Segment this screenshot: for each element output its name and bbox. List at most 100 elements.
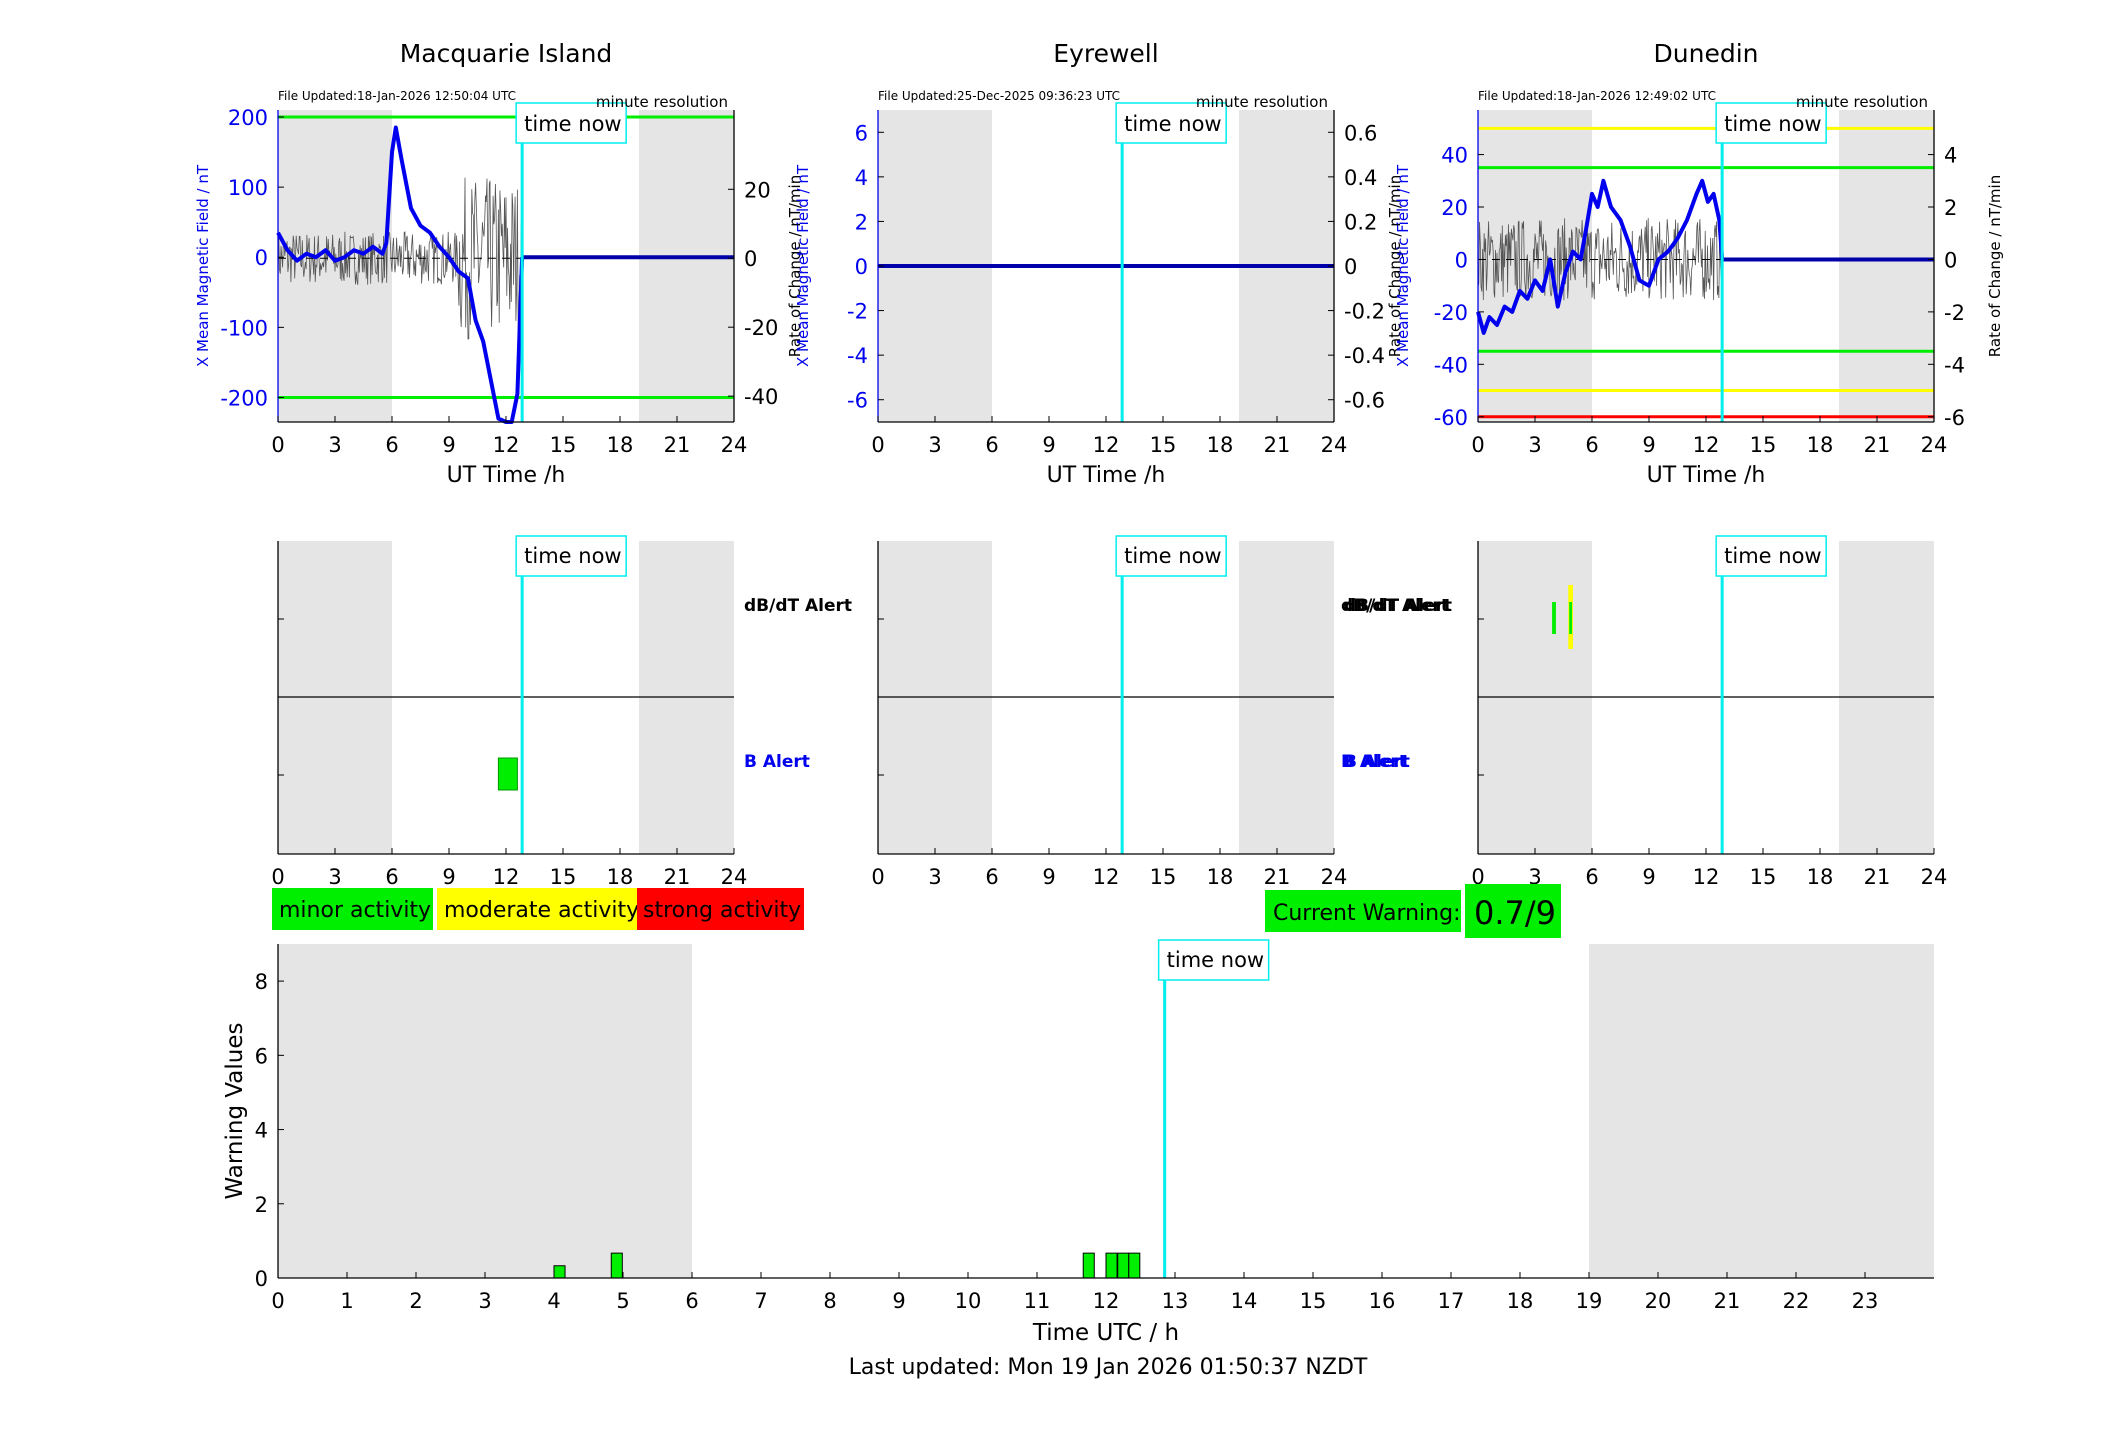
left-axis-label: X Mean Magnetic Field / nT bbox=[1394, 164, 1412, 367]
x-tick-label: 12 bbox=[1093, 1289, 1120, 1313]
dbdt-alert-bar bbox=[1569, 602, 1573, 634]
current-warning-value: 0.7/9 bbox=[1474, 894, 1556, 932]
right-axis-label: Rate of Change / nT/min bbox=[1986, 175, 2004, 357]
x-tick-label: 21 bbox=[1714, 1289, 1741, 1313]
left-axis-label: X Mean Magnetic Field / nT bbox=[794, 164, 812, 367]
x-tick-label: 19 bbox=[1576, 1289, 1603, 1313]
field-series-line bbox=[276, 125, 525, 424]
bottom-tick-label: 18 bbox=[1807, 433, 1834, 457]
footer-last-updated: Last updated: Mon 19 Jan 2026 01:50:37 N… bbox=[849, 1355, 1368, 1380]
file-updated-text: File Updated:25-Dec-2025 09:36:23 UTC bbox=[878, 89, 1120, 103]
time-now-label: time now bbox=[1124, 544, 1221, 568]
bottom-tick-label: 15 bbox=[1750, 865, 1777, 889]
bottom-tick-label: 6 bbox=[1585, 433, 1598, 457]
x-tick-label: 1 bbox=[340, 1289, 353, 1313]
rate-of-change-trace bbox=[277, 177, 523, 340]
bottom-tick-label: 0 bbox=[871, 433, 884, 457]
right-tick-label: 0 bbox=[1344, 255, 1357, 279]
bottom-tick-label: 24 bbox=[1921, 433, 1948, 457]
x-tick-label: 9 bbox=[892, 1289, 905, 1313]
right-tick-label: -0.4 bbox=[1344, 344, 1385, 368]
y-tick-label: 8 bbox=[255, 970, 268, 994]
right-tick-label: -20 bbox=[744, 316, 778, 340]
bottom-tick-label: 9 bbox=[442, 865, 455, 889]
b-alert-label: B Alert bbox=[1344, 752, 1410, 772]
x-axis-label: UT Time /h bbox=[447, 463, 566, 488]
left-tick-label: -200 bbox=[220, 386, 268, 410]
y-tick-label: 0 bbox=[255, 1267, 268, 1291]
alert-panel-0: time now 0 3 6 9 12 15 18 21 24 dB/dT Alert B Alert bbox=[271, 535, 852, 889]
right-axis-label: Rate of Change / nT/min bbox=[786, 175, 804, 357]
resolution-text: minute resolution bbox=[1196, 93, 1328, 111]
x-tick-label: 23 bbox=[1852, 1289, 1879, 1313]
night-shading bbox=[639, 110, 734, 422]
left-tick-label: 6 bbox=[855, 121, 868, 145]
activity-legend: minor activity moderate activity strong … bbox=[272, 888, 804, 930]
bottom-tick-label: 24 bbox=[1321, 865, 1348, 889]
time-now-label: time now bbox=[524, 544, 621, 568]
left-tick-label: -40 bbox=[1434, 353, 1468, 377]
legend-strong-label: strong activity bbox=[643, 898, 801, 923]
bottom-tick-label: 12 bbox=[1693, 433, 1720, 457]
bottom-tick-label: 12 bbox=[493, 433, 520, 457]
time-now-box bbox=[1157, 939, 1270, 981]
bottom-tick-label: 12 bbox=[1093, 865, 1120, 889]
y-tick-label: 2 bbox=[255, 1193, 268, 1217]
left-tick-label: -100 bbox=[220, 316, 268, 340]
bottom-tick-label: 3 bbox=[1528, 433, 1541, 457]
panel-title: Macquarie Island bbox=[400, 39, 613, 68]
current-warning-value-box bbox=[1465, 884, 1561, 938]
time-now-box bbox=[1715, 535, 1827, 577]
magnetometer-panel-1: time now-6-4-20246-0.6-0.4-0.200.20.40.6… bbox=[794, 39, 1404, 488]
x-tick-label: 22 bbox=[1783, 1289, 1810, 1313]
right-tick-label: 4 bbox=[1944, 144, 1957, 168]
x-tick-label: 13 bbox=[1162, 1289, 1189, 1313]
bottom-tick-label: 15 bbox=[1150, 865, 1177, 889]
right-tick-label: 0.4 bbox=[1344, 166, 1377, 190]
bottom-tick-label: 15 bbox=[550, 433, 577, 457]
x-tick-label: 4 bbox=[547, 1289, 560, 1313]
right-tick-label: 0 bbox=[1944, 248, 1957, 272]
x-axis-label: UT Time /h bbox=[1047, 463, 1166, 488]
x-tick-label: 2 bbox=[409, 1289, 422, 1313]
x-tick-label: 5 bbox=[616, 1289, 629, 1313]
warning-bar bbox=[610, 1252, 623, 1279]
warning-bar bbox=[1117, 1252, 1130, 1279]
left-tick-label: -20 bbox=[1434, 301, 1468, 325]
legend-minor-swatch bbox=[272, 888, 433, 930]
left-axis-label: X Mean Magnetic Field / nT bbox=[194, 164, 212, 367]
bottom-tick-label: 24 bbox=[721, 433, 748, 457]
x-tick-label: 16 bbox=[1369, 1289, 1396, 1313]
bottom-tick-label: 3 bbox=[928, 433, 941, 457]
legend-minor-label: minor activity bbox=[279, 898, 431, 923]
left-tick-label: -60 bbox=[1434, 406, 1468, 430]
bottom-tick-label: 24 bbox=[1321, 433, 1348, 457]
night-shading bbox=[1839, 110, 1934, 422]
bottom-tick-label: 9 bbox=[1642, 433, 1655, 457]
left-tick-label: 0 bbox=[255, 246, 268, 270]
time-now-label: time now bbox=[1124, 112, 1221, 136]
bottom-tick-label: 12 bbox=[1093, 433, 1120, 457]
bottom-tick-label: 6 bbox=[1585, 865, 1598, 889]
bottom-tick-label: 9 bbox=[442, 433, 455, 457]
bottom-tick-label: 12 bbox=[493, 865, 520, 889]
x-tick-label: 15 bbox=[1300, 1289, 1327, 1313]
legend-strong-swatch bbox=[637, 888, 804, 930]
bottom-tick-label: 21 bbox=[664, 433, 691, 457]
right-tick-label: -40 bbox=[744, 385, 778, 409]
rate-of-change-trace bbox=[1477, 217, 1723, 302]
left-tick-label: 0 bbox=[1455, 248, 1468, 272]
bottom-tick-label: 21 bbox=[1264, 433, 1291, 457]
left-tick-label: 100 bbox=[228, 176, 268, 200]
bottom-tick-label: 21 bbox=[1864, 433, 1891, 457]
file-updated-text: File Updated:18-Jan-2026 12:50:04 UTC bbox=[278, 89, 516, 103]
bottom-tick-label: 6 bbox=[985, 865, 998, 889]
x-tick-label: 14 bbox=[1231, 1289, 1258, 1313]
bottom-tick-label: 0 bbox=[271, 433, 284, 457]
field-series-line bbox=[1476, 178, 1725, 335]
bottom-tick-label: 24 bbox=[1921, 865, 1948, 889]
bottom-tick-label: 18 bbox=[607, 865, 634, 889]
